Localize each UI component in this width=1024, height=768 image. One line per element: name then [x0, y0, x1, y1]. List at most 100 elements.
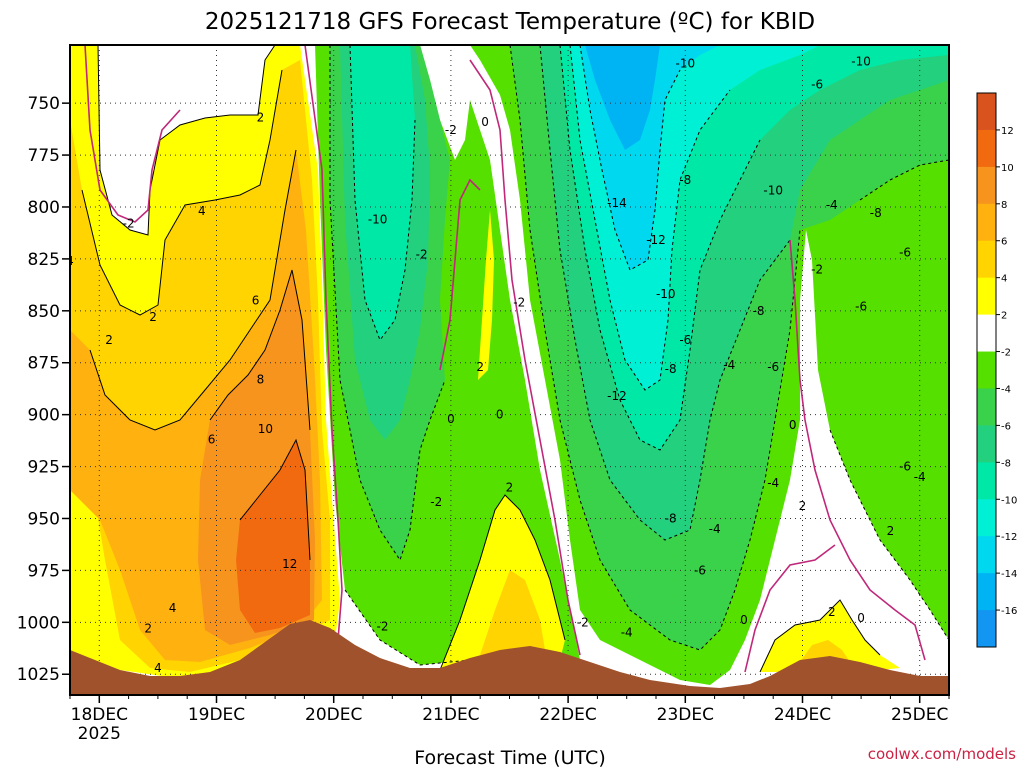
contour-label: -6	[811, 77, 823, 91]
x-tick-label: 22DEC	[539, 705, 596, 725]
colorbar-tick-label: 2	[1001, 311, 1007, 322]
colorbar: 12 10 8 6 4 2 -2 -4 -6 -8 -10 -12 -14 -16	[976, 92, 1017, 648]
contour-label: -10	[368, 212, 388, 226]
x-tick-label: 18DEC	[71, 705, 128, 725]
warm-pocket-21dec-upper	[478, 210, 494, 380]
contour-labels: 2 4 -2 4 2 6 2 8 10 6 4 2 4 12 -10 -2 -2 0 -2 2 0 0 -2 2 -2 -14 -1…	[66, 55, 926, 675]
x-tick-label: 23DEC	[657, 705, 714, 725]
y-tick-label: 800	[28, 198, 60, 218]
colorbar-tick-label: -2	[1001, 348, 1011, 359]
x-tick-label: 19DEC	[188, 705, 245, 725]
contour-label: -12	[607, 389, 627, 403]
x-tick-label: 20DEC	[305, 705, 362, 725]
y-tick-label: 825	[28, 250, 60, 270]
contour-label: -4	[826, 198, 838, 212]
colorbar-band	[977, 425, 996, 463]
colorbar-band	[977, 388, 996, 426]
contour-label: 0	[447, 412, 455, 426]
warm-field-10-12	[236, 440, 310, 633]
contour-label: 6	[252, 293, 260, 307]
contour-label: 0	[857, 611, 865, 625]
y-tick-label: 1025	[17, 665, 60, 685]
colorbar-band	[977, 203, 996, 242]
contour-label: -2	[123, 217, 135, 231]
freezing-contours	[84, 45, 926, 673]
colorbar-band	[977, 536, 996, 574]
y-tick-label: 975	[28, 561, 60, 581]
contour-label: 4	[198, 204, 206, 218]
contour-label: -6	[679, 333, 691, 347]
contour-label: -2	[377, 619, 389, 633]
contour-label: -4	[621, 626, 633, 640]
y-tick-label: 925	[28, 458, 60, 478]
plot-area: 2 4 -2 4 2 6 2 8 10 6 4 2 4 12 -10 -2 -2 0 -2 2 0 0 -2 2 -2 -14 -1…	[66, 45, 949, 695]
contour-label: 8	[257, 372, 265, 386]
colorbar-band	[977, 610, 996, 648]
contour-label: 2	[476, 360, 484, 374]
contour-label: -4	[723, 358, 735, 372]
contour-label: 2	[105, 333, 113, 347]
colorbar-tick-label: -8	[1001, 458, 1011, 469]
colorbar-band	[977, 314, 996, 353]
x-tick-label: 21DEC	[422, 705, 479, 725]
y-tick-label: 750	[28, 94, 60, 114]
contour-label: -10	[675, 57, 695, 71]
colorbar-band	[977, 462, 996, 500]
contour-label: -8	[665, 511, 677, 525]
contour-label: -4	[767, 476, 779, 490]
colorbar-tick-label: -14	[1001, 569, 1017, 580]
contour-label: -6	[899, 246, 911, 260]
contour-label: -6	[694, 563, 706, 577]
contour-label: -10	[851, 55, 871, 69]
contour-label: -8	[753, 304, 765, 318]
contour-label: -4	[709, 522, 721, 536]
warm-pocket-24dec-core	[800, 640, 850, 662]
y-tick-label: 875	[28, 354, 60, 374]
contour-label: -2	[416, 248, 428, 262]
contour-label: -6	[899, 460, 911, 474]
contour-label: -10	[656, 287, 676, 301]
contour-label: 4	[169, 601, 177, 615]
contour-label: -8	[679, 173, 691, 187]
colorbar-band	[977, 129, 996, 168]
colorbar-tick-label: 10	[1001, 163, 1014, 174]
contour-label: 2	[149, 310, 157, 324]
contour-label: -12	[646, 233, 666, 247]
contour-label: 2	[506, 480, 514, 494]
contour-label: -8	[870, 206, 882, 220]
contour-label: -10	[763, 183, 783, 197]
contour-label: -4	[914, 470, 926, 484]
contour-label: 0	[740, 613, 748, 627]
contour-label: 0	[789, 418, 797, 432]
contour-label: 12	[282, 557, 297, 571]
contour-label: 2	[887, 524, 895, 538]
contour-label: 2	[144, 622, 152, 636]
colorbar-band	[977, 277, 996, 316]
colorbar-tick-label: -10	[1001, 495, 1017, 506]
contour-label: 0	[496, 408, 504, 422]
contour-label: 4	[66, 254, 74, 268]
colorbar-band	[977, 351, 996, 389]
y-axis: 750 775 800 825 850 875 900 925 950 975 1000 1025	[17, 94, 70, 685]
gridlines	[70, 45, 949, 695]
contour-label: 2	[799, 499, 807, 513]
warm-pocket-21dec-core	[480, 570, 545, 655]
colorbar-band	[977, 240, 996, 279]
contour-label: 10	[258, 422, 273, 436]
terrain	[70, 620, 949, 695]
contour-label: -2	[577, 615, 589, 629]
credit-text: coolwx.com/models	[868, 745, 1016, 763]
colorbar-tick-label: 12	[1001, 126, 1014, 137]
contour-label: -2	[513, 296, 525, 310]
y-tick-label: 775	[28, 146, 60, 166]
x-axis-label: Forecast Time (UTC)	[414, 747, 605, 768]
x-tick-label: 24DEC	[774, 705, 831, 725]
x-tick-label: 25DEC	[891, 705, 948, 725]
contour-label: 4	[154, 661, 162, 675]
contour-label: -2	[430, 495, 442, 509]
colorbar-tick-label: 8	[1001, 200, 1007, 211]
cold-contours	[329, 45, 949, 666]
colorbar-tick-label: -6	[1001, 421, 1011, 432]
contour-label: -6	[855, 300, 867, 314]
chart-title: 2025121718 GFS Forecast Temperature (ºC)…	[205, 9, 815, 35]
